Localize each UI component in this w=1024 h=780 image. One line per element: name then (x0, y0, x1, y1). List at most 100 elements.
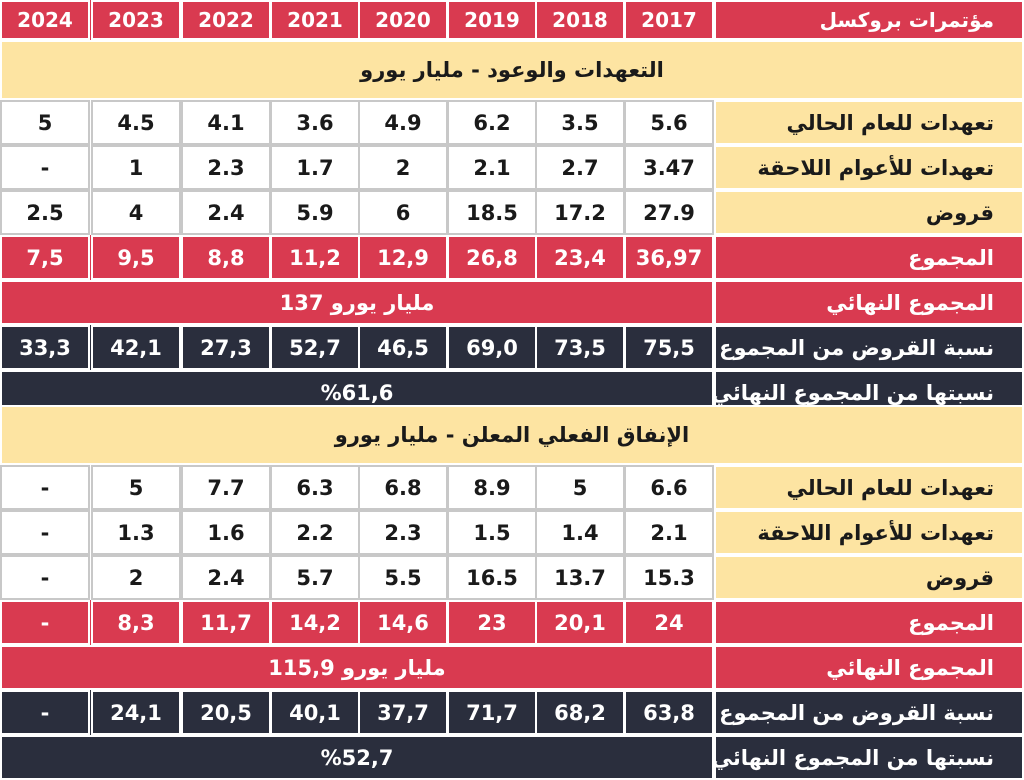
data-row: تعهدات للعام الحالي 5.6 3.5 6.2 4.9 3.6 4.1 4.5… (0, 100, 1024, 145)
total-row-value: 26,8 (447, 235, 537, 280)
total-row-value: 7,5 (0, 235, 90, 280)
grand-ratio-row-label: نسبتها من المجموع النهائي (714, 735, 1024, 780)
data-row-value: 5 (0, 100, 90, 145)
data-row-label: تعهدات للأعوام اللاحقة (714, 510, 1024, 555)
data-row-value: 1.6 (181, 510, 271, 555)
year-header: 2024 (0, 0, 90, 40)
data-row-label: قروض (714, 555, 1024, 600)
grand-ratio-row-value: %52,7 (0, 735, 714, 780)
total-row-value: 24 (624, 600, 714, 645)
data-row-value: 4.9 (358, 100, 448, 145)
data-row-label: تعهدات للعام الحالي (714, 465, 1024, 510)
year-header: 2018 (535, 0, 625, 40)
data-row-value: 6.3 (270, 465, 360, 510)
data-row-value: 4 (91, 190, 181, 235)
data-row-value: 2.1 (447, 145, 537, 190)
total-row-value: - (0, 600, 90, 645)
grand-total-row: المجموع النهائي 137 مليار يورو (0, 280, 1024, 325)
loan-ratio-row-value: 71,7 (447, 690, 537, 735)
loan-ratio-row-value: - (0, 690, 90, 735)
data-row: تعهدات للعام الحالي 6.6 5 8.9 6.8 6.3 7.7 5- (0, 465, 1024, 510)
data-row-value: 1.3 (91, 510, 181, 555)
total-row-value: 36,97 (624, 235, 714, 280)
section-title-row: التعهدات والوعود - مليار يورو (0, 40, 1024, 100)
data-row-value: 3.5 (535, 100, 625, 145)
data-row-value: 5.6 (624, 100, 714, 145)
loan-ratio-row: نسبة القروض من المجموع 63,8 68,2 71,7 37,7 40… (0, 690, 1024, 735)
loan-ratio-row-value: 68,2 (535, 690, 625, 735)
loan-ratio-row: نسبة القروض من المجموع 75,5 73,5 69,0 46,5 52… (0, 325, 1024, 370)
data-row-value: 5 (91, 465, 181, 510)
loan-ratio-row-value: 27,3 (181, 325, 271, 370)
data-row-value: 2.4 (181, 190, 271, 235)
data-row-value: - (0, 465, 90, 510)
data-row-value: 2.3 (358, 510, 448, 555)
loan-ratio-row-value: 20,5 (181, 690, 271, 735)
data-row-value: 2.1 (624, 510, 714, 555)
year-header: 2017 (624, 0, 714, 40)
total-row-value: 11,7 (181, 600, 271, 645)
data-row-value: 2.2 (270, 510, 360, 555)
total-row-value: 9,5 (91, 235, 181, 280)
data-row-value: - (0, 510, 90, 555)
year-header: 2019 (447, 0, 537, 40)
data-row-value: 2 (91, 555, 181, 600)
total-row-value: 12,9 (358, 235, 448, 280)
total-row-value: 8,3 (91, 600, 181, 645)
total-row-value: 8,8 (181, 235, 271, 280)
total-row-value: 23 (447, 600, 537, 645)
loan-ratio-row-label: نسبة القروض من المجموع (714, 325, 1024, 370)
data-row-value: 6 (358, 190, 448, 235)
data-row-label: قروض (714, 190, 1024, 235)
data-row-value: 6.6 (624, 465, 714, 510)
data-row-value: 1.7 (270, 145, 360, 190)
data-row-value: 13.7 (535, 555, 625, 600)
data-row-value: 16.5 (447, 555, 537, 600)
data-row-value: 15.3 (624, 555, 714, 600)
grand-total-row-label: المجموع النهائي (714, 280, 1024, 325)
data-row-value: 18.5 (447, 190, 537, 235)
data-row-value: 1 (91, 145, 181, 190)
total-row-label: المجموع (714, 600, 1024, 645)
data-row-value: 2.5 (0, 190, 90, 235)
data-row-value: 7.7 (181, 465, 271, 510)
data-row-value: 4.5 (91, 100, 181, 145)
data-row: قروض 27.9 17.2 18.5 6 5.9 2.4 4 2.5 (0, 190, 1024, 235)
data-row-value: 3.47 (624, 145, 714, 190)
data-row-value: 1.4 (535, 510, 625, 555)
grand-total-row-label: المجموع النهائي (714, 645, 1024, 690)
total-row-label: المجموع (714, 235, 1024, 280)
data-row-label: تعهدات للأعوام اللاحقة (714, 145, 1024, 190)
data-row-label: تعهدات للعام الحالي (714, 100, 1024, 145)
data-row-value: 17.2 (535, 190, 625, 235)
header-label: مؤتمرات بروكسل (714, 0, 1024, 40)
grand-total-row-value: 137 مليار يورو (0, 280, 714, 325)
loan-ratio-row-value: 69,0 (447, 325, 537, 370)
data-row-value: 27.9 (624, 190, 714, 235)
loan-ratio-row-value: 63,8 (624, 690, 714, 735)
loan-ratio-row-label: نسبة القروض من المجموع (714, 690, 1024, 735)
loan-ratio-row-value: 33,3 (0, 325, 90, 370)
loan-ratio-row-value: 42,1 (91, 325, 181, 370)
data-row-value: 1.5 (447, 510, 537, 555)
data-row-value: - (0, 555, 90, 600)
header-row: مؤتمرات بروكسل 2017 2018 2019 2020 2021 2022 20… (0, 0, 1024, 40)
section-title-row: الإنفاق الفعلي المعلن - مليار يورو (0, 405, 1024, 465)
data-row-value: 5.7 (270, 555, 360, 600)
grand-ratio-row: نسبتها من المجموع النهائي %52,7 (0, 735, 1024, 780)
data-row-value: 6.2 (447, 100, 537, 145)
data-row: تعهدات للأعوام اللاحقة 3.47 2.7 2.1 2 1.7 2.3 1… (0, 145, 1024, 190)
data-row-value: 2.7 (535, 145, 625, 190)
data-row-value: 5 (535, 465, 625, 510)
loan-ratio-row-value: 46,5 (358, 325, 448, 370)
total-row-value: 14,2 (270, 600, 360, 645)
loan-ratio-row-value: 73,5 (535, 325, 625, 370)
year-header: 2021 (270, 0, 360, 40)
data-row-value: 6.8 (358, 465, 448, 510)
data-row-value: 2.3 (181, 145, 271, 190)
data-row-value: 2.4 (181, 555, 271, 600)
total-row-value: 11,2 (270, 235, 360, 280)
year-header: 2022 (181, 0, 271, 40)
total-row: المجموع 36,97 23,4 26,8 12,9 11,2 8,8 9,5 7,5 (0, 235, 1024, 280)
